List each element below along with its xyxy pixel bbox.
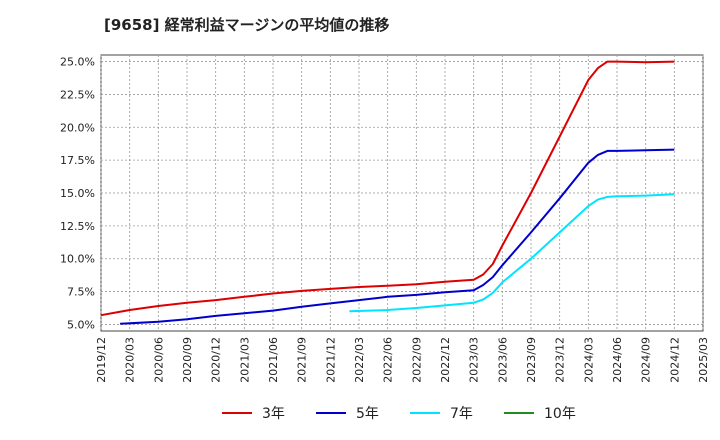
grid-lines [100,55,704,331]
series-line-3年 [100,60,675,317]
x-tick-label: 2021/06 [267,337,280,383]
y-tick-label: 20.0% [60,121,95,134]
legend-label: 10年 [544,406,576,422]
x-tick-label: 2020/12 [210,337,223,383]
x-tick-label: 2023/12 [554,337,567,383]
x-tick-label: 2021/03 [238,337,251,383]
y-tick-label: 15.0% [60,187,95,200]
x-tick-label: 2022/06 [382,337,395,383]
x-tick-label: 2021/12 [324,337,337,383]
x-tick-label: 2024/12 [668,337,681,383]
x-tick-label: 2024/06 [611,337,624,383]
y-tick-label: 25.0% [60,56,95,69]
x-tick-label: 2021/09 [296,337,309,383]
x-tick-label: 2020/09 [181,337,194,383]
y-tick-label: 22.5% [60,88,95,101]
series-line-7年 [349,193,675,313]
y-tick-label: 10.0% [60,253,95,266]
y-tick-label: 7.5% [67,286,95,299]
x-tick-label: 2023/03 [468,337,481,383]
x-axis-ticks: 2019/12 2020/03 2020/06 2020/09 2020/12 2021/… [95,337,710,383]
x-tick-label: 2024/09 [640,337,653,383]
series-line-5年 [120,148,675,325]
y-tick-label: 5.0% [67,318,95,331]
x-tick-label: 2024/03 [582,337,595,383]
x-tick-label: 2023/06 [496,337,509,383]
legend-label: 7年 [450,406,473,422]
x-tick-label: 2023/09 [525,337,538,383]
legend-label: 3年 [262,406,285,422]
y-tick-label: 17.5% [60,154,95,167]
x-tick-label: 2022/03 [353,337,366,383]
x-tick-label: 2022/12 [439,337,452,383]
x-tick-label: 2019/12 [95,337,108,383]
series-lines [100,60,675,325]
legend: 3年 5年 7年 10年 [222,406,576,422]
x-tick-label: 2020/06 [152,337,165,383]
y-axis-ticks: 5.0% 7.5% 10.0% 12.5% 15.0% 17.5% 20.0% 22.5% 25… [60,56,95,332]
x-tick-label: 2022/09 [410,337,423,383]
chart-title: [9658] 経常利益マージンの平均値の推移 [104,16,390,34]
x-tick-label: 2025/03 [697,337,710,383]
legend-label: 5年 [356,406,379,422]
y-tick-label: 12.5% [60,220,95,233]
x-tick-label: 2020/03 [124,337,137,383]
